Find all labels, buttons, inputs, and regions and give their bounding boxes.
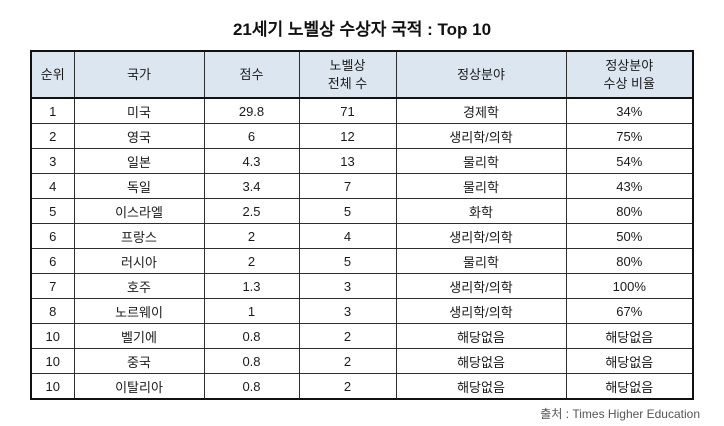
table-cell: 8 xyxy=(30,298,75,324)
table-cell: 해당없음 xyxy=(565,323,694,349)
table-cell: 0.8 xyxy=(203,373,300,400)
source-note: 출처 : Times Higher Education xyxy=(540,407,700,421)
table-header: 순위 국가 점수 노벨상 전체 수 정상분야 정상분야 수상 비율 xyxy=(30,50,694,99)
table-cell: 3 xyxy=(30,148,75,174)
table-row: 4 독일 3.4 7 물리학 43% xyxy=(30,173,694,199)
table-cell: 4.3 xyxy=(203,148,300,174)
table-cell: 생리학/의학 xyxy=(395,223,567,249)
table-cell: 독일 xyxy=(73,173,205,199)
header-row: 순위 국가 점수 노벨상 전체 수 정상분야 정상분야 수상 비율 xyxy=(30,50,694,99)
column-header: 순위 xyxy=(30,50,75,99)
table-cell: 5 xyxy=(298,248,397,274)
table-cell: 7 xyxy=(298,173,397,199)
table-cell: 4 xyxy=(298,223,397,249)
table-cell: 2.5 xyxy=(203,198,300,224)
table-cell: 물리학 xyxy=(395,248,567,274)
table-cell: 노르웨이 xyxy=(73,298,205,324)
table-cell: 34% xyxy=(565,97,694,124)
table-row: 6 프랑스 2 4 생리학/의학 50% xyxy=(30,223,694,249)
table-row: 7 호주 1.3 3 생리학/의학 100% xyxy=(30,273,694,299)
table-body: 1 미국 29.8 71 경제학 34% 2 영국 6 12 생리학/의학 75% 3 일본 4.3 13 물리… xyxy=(30,97,694,400)
table-cell: 29.8 xyxy=(203,97,300,124)
table-cell: 80% xyxy=(565,198,694,224)
table-cell: 미국 xyxy=(73,97,205,124)
table-cell: 80% xyxy=(565,248,694,274)
table-row: 10 벨기에 0.8 2 해당없음 해당없음 xyxy=(30,323,694,349)
table-cell: 6 xyxy=(203,123,300,149)
table-cell: 67% xyxy=(565,298,694,324)
table-cell: 13 xyxy=(298,148,397,174)
table-row: 10 이탈리아 0.8 2 해당없음 해당없음 xyxy=(30,373,694,400)
page-title: 21세기 노벨상 수상자 국적 : Top 10 xyxy=(232,20,492,39)
column-header: 점수 xyxy=(203,50,300,99)
table-cell: 1 xyxy=(203,298,300,324)
table-row: 10 중국 0.8 2 해당없음 해당없음 xyxy=(30,348,694,374)
table-cell: 100% xyxy=(565,273,694,299)
table-cell: 생리학/의학 xyxy=(395,273,567,299)
table-cell: 10 xyxy=(30,373,75,400)
table-cell: 43% xyxy=(565,173,694,199)
table-row: 3 일본 4.3 13 물리학 54% xyxy=(30,148,694,174)
table-cell: 2 xyxy=(298,323,397,349)
table-cell: 벨기에 xyxy=(73,323,205,349)
table-cell: 10 xyxy=(30,323,75,349)
table-cell: 해당없음 xyxy=(565,348,694,374)
table-cell: 이스라엘 xyxy=(73,198,205,224)
table-cell: 5 xyxy=(30,198,75,224)
table-cell: 4 xyxy=(30,173,75,199)
table-cell: 이탈리아 xyxy=(73,373,205,400)
table-cell: 해당없음 xyxy=(395,348,567,374)
table-cell: 7 xyxy=(30,273,75,299)
table-cell: 물리학 xyxy=(395,148,567,174)
column-header: 정상분야 xyxy=(395,50,567,99)
table-cell: 6 xyxy=(30,248,75,274)
nobel-ranking-table: 순위 국가 점수 노벨상 전체 수 정상분야 정상분야 수상 비율 1 미국 29.8 71 경제… xyxy=(30,50,694,400)
table-cell: 해당없음 xyxy=(395,323,567,349)
table-cell: 해당없음 xyxy=(565,373,694,400)
table-row: 5 이스라엘 2.5 5 화학 80% xyxy=(30,198,694,224)
table-cell: 50% xyxy=(565,223,694,249)
table-cell: 중국 xyxy=(73,348,205,374)
table-cell: 일본 xyxy=(73,148,205,174)
table-cell: 2 xyxy=(298,348,397,374)
table-cell: 0.8 xyxy=(203,323,300,349)
table-cell: 1 xyxy=(30,97,75,124)
table-row: 2 영국 6 12 생리학/의학 75% xyxy=(30,123,694,149)
table-cell: 3 xyxy=(298,273,397,299)
table-cell: 경제학 xyxy=(395,97,567,124)
table-cell: 2 xyxy=(298,373,397,400)
table-row: 6 러시아 2 5 물리학 80% xyxy=(30,248,694,274)
table-cell: 2 xyxy=(203,248,300,274)
table-cell: 해당없음 xyxy=(395,373,567,400)
table-cell: 물리학 xyxy=(395,173,567,199)
table-cell: 75% xyxy=(565,123,694,149)
table-cell: 54% xyxy=(565,148,694,174)
table-cell: 12 xyxy=(298,123,397,149)
table-cell: 2 xyxy=(30,123,75,149)
table-cell: 0.8 xyxy=(203,348,300,374)
column-header: 정상분야 수상 비율 xyxy=(565,50,694,99)
table-cell: 10 xyxy=(30,348,75,374)
column-header: 국가 xyxy=(73,50,205,99)
table-cell: 1.3 xyxy=(203,273,300,299)
table-cell: 3.4 xyxy=(203,173,300,199)
table-cell: 러시아 xyxy=(73,248,205,274)
table-cell: 5 xyxy=(298,198,397,224)
table-cell: 프랑스 xyxy=(73,223,205,249)
table-row: 8 노르웨이 1 3 생리학/의학 67% xyxy=(30,298,694,324)
table-cell: 3 xyxy=(298,298,397,324)
table-cell: 생리학/의학 xyxy=(395,298,567,324)
table-cell: 호주 xyxy=(73,273,205,299)
table-cell: 화학 xyxy=(395,198,567,224)
table-row: 1 미국 29.8 71 경제학 34% xyxy=(30,97,694,124)
column-header: 노벨상 전체 수 xyxy=(298,50,397,99)
table-cell: 6 xyxy=(30,223,75,249)
table-cell: 71 xyxy=(298,97,397,124)
table-cell: 2 xyxy=(203,223,300,249)
table-cell: 영국 xyxy=(73,123,205,149)
table-cell: 생리학/의학 xyxy=(395,123,567,149)
